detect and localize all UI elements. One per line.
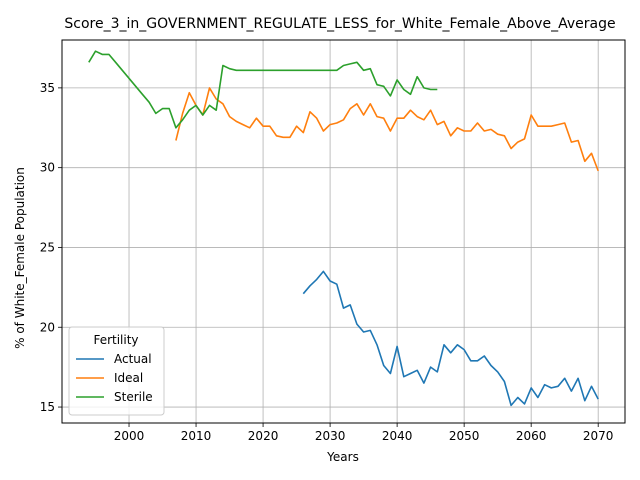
legend-label-ideal: Ideal	[114, 371, 143, 385]
x-tick-label: 2010	[181, 429, 212, 443]
x-tick-label: 2060	[516, 429, 547, 443]
x-tick-label: 2030	[315, 429, 346, 443]
series-line-ideal	[176, 88, 598, 171]
legend: Fertility Actual Ideal Sterile	[69, 327, 164, 415]
y-tick-label: 30	[40, 161, 55, 175]
legend-label-sterile: Sterile	[114, 390, 153, 404]
legend-title: Fertility	[93, 333, 138, 347]
legend-label-actual: Actual	[114, 352, 152, 366]
series-line-actual	[303, 271, 598, 405]
y-tick-label: 20	[40, 320, 55, 334]
y-tick-label: 35	[40, 81, 55, 95]
x-tick-label: 2050	[449, 429, 480, 443]
y-tick-label: 25	[40, 240, 55, 254]
x-tick-label: 2020	[248, 429, 279, 443]
y-axis-label: % of White_Female Population	[13, 167, 27, 349]
series-lines	[89, 51, 598, 405]
x-tick-label: 2000	[114, 429, 145, 443]
x-tick-label: 2040	[382, 429, 413, 443]
chart-title: Score_3_in_GOVERNMENT_REGULATE_LESS_for_…	[64, 16, 615, 32]
x-axis-label: Years	[326, 450, 359, 464]
y-tick-label: 15	[40, 400, 55, 414]
x-tick-label: 2070	[583, 429, 614, 443]
